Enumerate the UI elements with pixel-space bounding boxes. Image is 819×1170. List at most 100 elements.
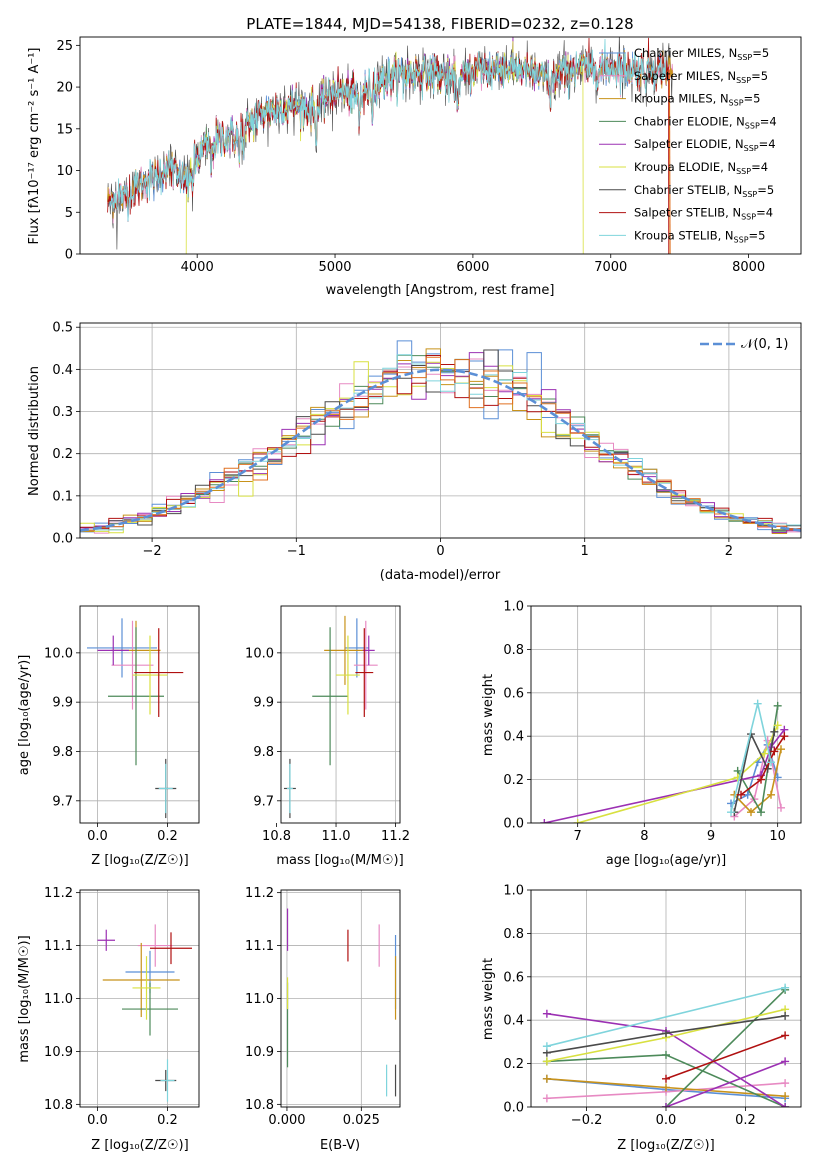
mwZ-marker-10-0 bbox=[542, 1042, 551, 1051]
mwAge-marker-7-0 bbox=[737, 790, 745, 799]
mwZ-frame bbox=[530, 889, 802, 1108]
spectrum-legend-n-5: =4 bbox=[751, 160, 768, 174]
massZ-point-1 bbox=[137, 924, 173, 967]
massZ-point-4 bbox=[97, 929, 115, 951]
massEbv-frame bbox=[280, 889, 401, 1108]
spectrum-series-4 bbox=[186, 37, 584, 200]
mwAge-marker-4-0 bbox=[540, 819, 549, 823]
mwZ-ytick-label-1: 0.2 bbox=[503, 1057, 524, 1072]
mwAge-marker-2-1 bbox=[747, 808, 755, 817]
ageMass-ytick-label-1: 9.8 bbox=[253, 745, 274, 760]
mwZ-marker-1-2 bbox=[781, 1079, 790, 1088]
mwZ-marker-9-0 bbox=[662, 1074, 670, 1083]
spectrum-legend-label-1: Salpeter MILES, NSSP=5 bbox=[634, 69, 768, 85]
resid-ytick-label-2: 0.2 bbox=[52, 447, 73, 462]
spectrum-legend-n-4: =4 bbox=[759, 137, 776, 151]
mwZ-marker-9-1 bbox=[781, 1031, 790, 1040]
mass-vs-ebv-panel: E(B-V) 0.000 0.025 10.8 10.9 11.0 11.1 11.2 bbox=[245, 886, 401, 1153]
mwAge-marker-7-3 bbox=[780, 732, 789, 741]
spectrum-legend-sub-4: SSP bbox=[744, 144, 759, 153]
ageMass-xtick-label-2: 11.2 bbox=[381, 829, 410, 844]
mwZ-marker-3-1 bbox=[662, 1050, 670, 1059]
mwZ-marker-5-2 bbox=[781, 1103, 790, 1107]
spec-xtick-label-4: 8000 bbox=[732, 260, 765, 275]
spectrum-legend-label-7: Salpeter STELIB, NSSP=4 bbox=[634, 206, 773, 222]
mwZ-marker-10-1 bbox=[781, 983, 790, 992]
massEbv-ytick-label-0: 10.8 bbox=[245, 1098, 274, 1113]
mwZ-ytick-label-3: 0.6 bbox=[503, 970, 524, 985]
spectrum-legend-label-6: Chabrier STELIB, NSSP=5 bbox=[634, 183, 774, 199]
massEbv-plot-area bbox=[281, 890, 400, 1107]
spectrum-cutoff-line bbox=[668, 69, 671, 254]
ageMass-xlabel: mass [log₁₀(M/M☉)] bbox=[276, 853, 403, 868]
mwAge-ytick-label-5: 1.0 bbox=[503, 600, 524, 615]
massZ-point-8 bbox=[160, 1059, 175, 1102]
massEbv-xtick-label-1: 0.025 bbox=[343, 1113, 380, 1128]
mwAge-marker-5-0 bbox=[573, 819, 582, 823]
mwAge-marker-7-2 bbox=[770, 747, 779, 756]
spec-ytick-label-0: 0 bbox=[65, 248, 73, 263]
spectrum-legend-n-6: =5 bbox=[757, 183, 774, 197]
mwAge-series-6 bbox=[733, 731, 776, 813]
ageMass-point-7 bbox=[355, 628, 374, 717]
ageMass-ytick-label-2: 9.9 bbox=[253, 696, 274, 711]
ageZ-point-4 bbox=[97, 635, 129, 666]
mwZ-marker-5-0 bbox=[542, 1009, 551, 1018]
residual-legend-label: 𝒩(0, 1) bbox=[741, 337, 788, 352]
spectrum-legend: Chabrier MILES, NSSP=5 Salpeter MILES, NS… bbox=[599, 46, 777, 244]
ageZ-point-5 bbox=[132, 635, 168, 715]
residual-histogram-panel: (data-model)/error Normed distribution −… bbox=[27, 321, 802, 583]
ageMass-point-1 bbox=[353, 620, 378, 710]
ageMass-point-2 bbox=[324, 615, 366, 685]
mwZ-marker-7-0 bbox=[542, 1057, 551, 1066]
spectrum-legend-label-0: Chabrier MILES, NSSP=5 bbox=[634, 46, 769, 62]
mwZ-xtick-label-1: 0.0 bbox=[656, 1113, 677, 1128]
mwZ-marker-8-1 bbox=[662, 1029, 670, 1038]
spec-ytick-label-1: 5 bbox=[65, 206, 73, 221]
ageZ-ytick-label-2: 9.9 bbox=[52, 696, 73, 711]
massZ-point-2 bbox=[102, 942, 180, 1018]
mwZ-xtick-label-2: 0.2 bbox=[735, 1113, 756, 1128]
resid-frame bbox=[79, 322, 802, 539]
mwAge-ytick-label-0: 0.0 bbox=[503, 817, 524, 832]
mwZ-ytick-label-4: 0.8 bbox=[503, 927, 524, 942]
residual-xlabel: (data-model)/error bbox=[380, 568, 501, 583]
massZ-point-5 bbox=[132, 956, 161, 1020]
spectrum-legend-sub-2: SSP bbox=[729, 99, 744, 108]
mwAge-xtick-label-1: 8 bbox=[640, 829, 648, 844]
massZ-point-3 bbox=[122, 982, 178, 1036]
spectrum-xlabel: wavelength [Angstrom, rest frame] bbox=[326, 283, 555, 298]
mwZ-marker-6-1 bbox=[781, 1057, 790, 1066]
spec-plot-area bbox=[107, 37, 674, 254]
ageZ-xlabel: Z [log₁₀(Z/Z☉)] bbox=[91, 853, 188, 868]
massZ-point-7 bbox=[150, 932, 192, 965]
residual-gauss-curve bbox=[80, 368, 801, 532]
massZ-ytick-label-3: 11.1 bbox=[44, 939, 73, 954]
spectrum-legend-label-8: Kroupa STELIB, NSSP=5 bbox=[634, 228, 765, 244]
massEbv-ytick-label-4: 11.2 bbox=[245, 886, 274, 901]
mwZ-marker-2-2 bbox=[781, 1092, 790, 1101]
mwZ-xtick-label-0: −0.2 bbox=[571, 1113, 603, 1128]
spectrum-legend-n-0: =5 bbox=[752, 46, 769, 60]
resid-xtick-label-3: 1 bbox=[581, 544, 589, 559]
mwAge-marker-5-2 bbox=[760, 749, 769, 758]
massZ-plot-area bbox=[80, 890, 199, 1107]
spectrum-legend-n-3: =4 bbox=[760, 114, 777, 128]
ageZ-ytick-label-3: 10.0 bbox=[44, 646, 73, 661]
ageZ-xtick-label-1: 0.2 bbox=[157, 829, 178, 844]
resid-ytick-label-3: 0.3 bbox=[52, 405, 73, 420]
mwAge-ytick-label-3: 0.6 bbox=[503, 686, 524, 701]
massZ-ytick-label-4: 11.2 bbox=[44, 886, 73, 901]
mwAge-series-5 bbox=[577, 725, 779, 823]
mwZ-ylabel: mass weight bbox=[481, 958, 496, 1040]
mwAge-marker-3-2 bbox=[773, 701, 782, 710]
age-vs-mass-panel: mass [log₁₀(M/M☉)] 10.8 11.0 11.2 9.7 9.8 9.9… bbox=[245, 605, 410, 868]
mwAge-ytick-label-2: 0.4 bbox=[503, 730, 524, 745]
spectrum-legend-n-7: =4 bbox=[756, 206, 773, 220]
spectrum-legend-sub-3: SSP bbox=[745, 121, 760, 130]
mwZ-marker-6-0 bbox=[662, 1103, 670, 1107]
ageMass-point-8 bbox=[286, 763, 293, 814]
ageZ-plot-area bbox=[80, 606, 199, 823]
ageMass-xtick-label-1: 11.0 bbox=[322, 829, 351, 844]
spectrum-title: PLATE=1844, MJD=54138, FIBERID=0232, z=0… bbox=[246, 15, 633, 33]
